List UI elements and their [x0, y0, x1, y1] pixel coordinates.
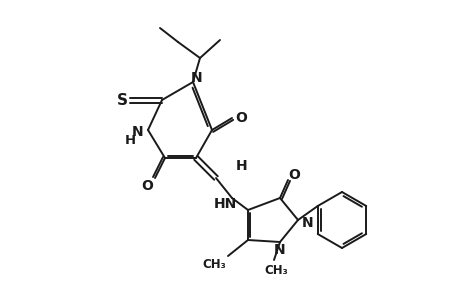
Text: N: N	[302, 216, 313, 230]
Text: O: O	[235, 111, 246, 125]
Text: S: S	[116, 92, 127, 107]
Text: H: H	[124, 134, 135, 146]
Text: CH₃: CH₃	[263, 263, 287, 277]
Text: O: O	[287, 168, 299, 182]
Text: HN: HN	[213, 197, 236, 211]
Text: O: O	[141, 179, 152, 193]
Text: H: H	[235, 159, 247, 173]
Text: N: N	[191, 71, 202, 85]
Text: N: N	[274, 243, 285, 257]
Text: N: N	[132, 125, 144, 139]
Text: CH₃: CH₃	[202, 257, 225, 271]
